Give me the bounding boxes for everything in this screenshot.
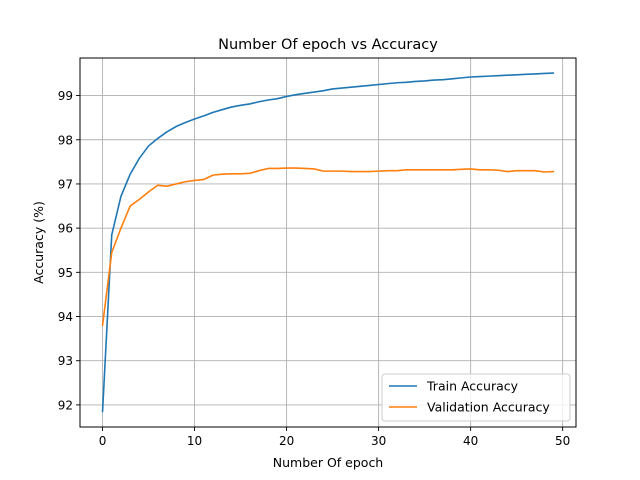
x-tick-label: 10 [187, 434, 202, 448]
series-layer [101, 72, 555, 413]
y-tick-label: 99 [58, 89, 73, 103]
chart-title: Number Of epoch vs Accuracy [218, 37, 438, 53]
y-tick-label: 94 [58, 310, 73, 324]
train-accuracy-line [101, 72, 555, 413]
y-tick-label: 95 [58, 266, 73, 280]
x-tick-label: 0 [99, 434, 107, 448]
grid [80, 58, 576, 427]
validation-accuracy-line [101, 167, 555, 327]
y-tick-label: 92 [58, 398, 73, 412]
y-tick-label: 96 [58, 222, 73, 236]
legend-label-train: Train Accuracy [426, 379, 519, 394]
x-axis-label: Number Of epoch [273, 455, 383, 470]
x-tick-label: 30 [371, 434, 386, 448]
y-axis-label: Accuracy (%) [31, 201, 46, 284]
axis-ticks: 0 10 20 30 40 50 92 93 94 95 96 97 98 99 [58, 89, 571, 448]
x-tick-label: 50 [555, 434, 570, 448]
legend: Train Accuracy Validation Accuracy [381, 373, 571, 422]
plot-frame [79, 57, 577, 428]
x-tick-label: 40 [463, 434, 478, 448]
y-tick-label: 93 [58, 354, 73, 368]
legend-label-validation: Validation Accuracy [427, 400, 550, 415]
x-tick-label: 20 [279, 434, 294, 448]
legend-box [381, 373, 571, 422]
y-tick-label: 97 [58, 177, 73, 191]
y-tick-label: 98 [58, 133, 73, 147]
